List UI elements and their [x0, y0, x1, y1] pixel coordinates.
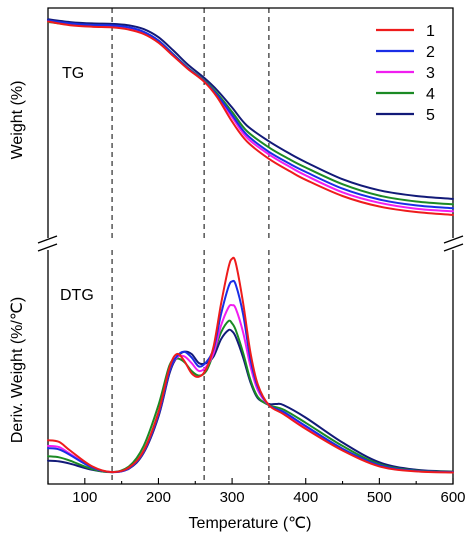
dtg-line-series-1 [47, 256, 454, 474]
x-tick-label-200: 200 [146, 489, 171, 506]
dtg-y-axis-label: Deriv. Weight (%/℃) [9, 297, 26, 443]
tg-panel-frame [47, 7, 454, 238]
dtg-panel-label: DTG [60, 287, 94, 304]
x-axis-label: Temperature (℃) [189, 515, 312, 532]
dtg-line-series-4 [47, 319, 454, 474]
legend-label-3: 3 [426, 65, 435, 82]
reference-lines [111, 8, 270, 484]
dtg-line-series-2 [47, 279, 454, 474]
x-tick-label-500: 500 [367, 489, 392, 506]
legend-label-4: 4 [426, 86, 435, 103]
tg-panel-label: TG [62, 65, 84, 82]
legend-label-1: 1 [426, 23, 435, 40]
left-axis-break [37, 235, 58, 252]
right-axis-break [443, 235, 464, 252]
legend: 1 2 3 4 5 [376, 23, 435, 124]
dtg-line-series-3 [47, 303, 454, 474]
tg-line-series-5 [47, 18, 454, 200]
dtg-panel-frame [47, 250, 454, 485]
tg-y-axis-label: Weight (%) [9, 81, 26, 160]
legend-label-5: 5 [426, 107, 435, 124]
tg-line-series-3 [47, 20, 454, 213]
x-tick-label-100: 100 [72, 489, 97, 506]
x-tick-label-600: 600 [440, 489, 465, 506]
x-tick-label-300: 300 [220, 489, 245, 506]
x-tick-label-400: 400 [293, 489, 318, 506]
x-axis-ticks: 100 200 300 400 500 600 [47, 478, 466, 506]
tg-line-series-1 [47, 20, 454, 216]
data-series [47, 18, 454, 474]
legend-label-2: 2 [426, 44, 435, 61]
